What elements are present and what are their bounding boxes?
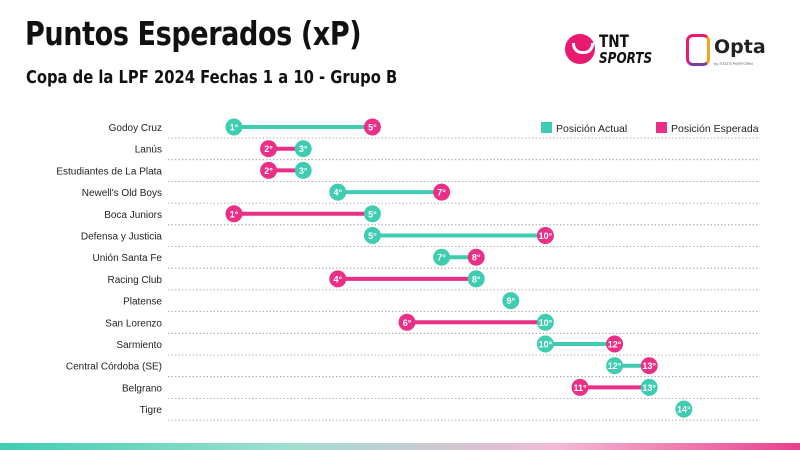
- actual-position-label: 8°: [472, 274, 481, 284]
- opta-logo-subtext: by STATS PERFORM: [714, 61, 753, 66]
- actual-position-label: 10°: [539, 318, 553, 328]
- actual-position-label: 13°: [642, 383, 656, 393]
- expected-position-dot: [640, 357, 658, 375]
- actual-position-label: 10°: [539, 340, 553, 350]
- expected-position-dot: [225, 205, 243, 223]
- team-label: San Lorenzo: [105, 318, 162, 329]
- expected-position-label: 10°: [539, 231, 553, 241]
- actual-position-dot: [363, 227, 381, 244]
- actual-position-label: 14°: [677, 405, 691, 415]
- actual-position-label: 3°: [299, 144, 308, 154]
- team-label: Newell's Old Boys: [82, 188, 162, 199]
- team-label: Godoy Cruz: [109, 123, 162, 134]
- actual-position-dot: [606, 357, 624, 375]
- actual-position-dot: [536, 313, 554, 331]
- expected-position-dot: [398, 313, 416, 331]
- expected-position-label: 11°: [573, 383, 587, 393]
- actual-position-dot: [294, 140, 312, 158]
- actual-position-dot: [433, 248, 451, 266]
- team-label: Boca Juniors: [104, 210, 162, 221]
- expected-position-label: 12°: [608, 340, 622, 350]
- team-label: Belgrano: [122, 383, 162, 394]
- expected-position-label: 7°: [437, 188, 446, 198]
- expected-position-dot: [363, 118, 381, 136]
- expected-position-dot: [536, 227, 554, 244]
- team-label: Estudiantes de La Plata: [56, 166, 162, 177]
- expected-position-label: 2°: [264, 144, 273, 154]
- actual-position-dot: [467, 270, 485, 288]
- expected-position-dot: [260, 140, 278, 158]
- expected-position-label: 8°: [472, 253, 481, 263]
- legend-swatch-actual: [541, 122, 552, 133]
- team-label: Tigre: [140, 405, 163, 416]
- actual-position-dot: [294, 161, 312, 179]
- expected-position-label: 1°: [230, 209, 239, 219]
- actual-position-dot: [640, 378, 658, 396]
- actual-position-dot: [329, 183, 347, 201]
- actual-position-label: 9°: [506, 296, 515, 306]
- tnt-sports-logo: TNT SPORTS: [565, 32, 665, 72]
- tnt-logo-subtext: SPORTS: [599, 49, 653, 67]
- tnt-logo-text: TNT: [599, 32, 629, 52]
- actual-position-dot: [502, 292, 520, 310]
- legend-label-expected: Posición Esperada: [671, 123, 759, 135]
- actual-position-label: 12°: [608, 361, 622, 371]
- opta-logo: Opta by STATS PERFORM: [686, 34, 776, 68]
- expected-position-dot: [329, 270, 347, 288]
- actual-position-dot: [675, 400, 693, 418]
- opta-logo-mark-icon: [686, 34, 710, 66]
- legend-swatch-expected: [656, 122, 667, 133]
- expected-position-label: 6°: [403, 318, 412, 328]
- expected-position-label: 5°: [368, 123, 377, 133]
- expected-position-dot: [606, 335, 624, 353]
- actual-position-label: 4°: [333, 188, 342, 198]
- team-label: Racing Club: [108, 275, 163, 286]
- actual-position-label: 1°: [230, 123, 239, 133]
- expected-position-dot: [260, 161, 278, 179]
- actual-position-label: 5°: [368, 231, 377, 241]
- tnt-logo-mark-icon: [565, 34, 595, 64]
- bottom-gradient-bar: [0, 443, 800, 450]
- actual-position-dot: [363, 205, 381, 223]
- expected-position-label: 2°: [264, 166, 273, 176]
- team-label: Unión Santa Fe: [93, 253, 163, 264]
- actual-position-dot: [225, 118, 243, 136]
- expected-position-label: 4°: [333, 274, 342, 284]
- actual-position-label: 5°: [368, 209, 377, 219]
- expected-position-label: 13°: [642, 361, 656, 371]
- team-label: Defensa y Justicia: [81, 232, 163, 243]
- team-label: Sarmiento: [116, 340, 162, 351]
- expected-position-dot: [467, 248, 485, 266]
- actual-position-dot: [536, 335, 554, 353]
- actual-position-label: 7°: [437, 253, 446, 263]
- actual-position-label: 3°: [299, 166, 308, 176]
- chart-subtitle: Copa de la LPF 2024 Fechas 1 a 10 - Grup…: [26, 67, 398, 88]
- team-label: Lanús: [135, 145, 162, 156]
- team-label: Central Córdoba (SE): [66, 362, 162, 373]
- legend-label-actual: Posición Actual: [556, 123, 627, 135]
- chart-title: Puntos Esperados (xP): [25, 14, 362, 53]
- team-label: Platense: [123, 297, 162, 308]
- expected-position-dot: [433, 183, 451, 201]
- expected-position-dot: [571, 378, 589, 396]
- opta-logo-text: Opta: [714, 36, 766, 58]
